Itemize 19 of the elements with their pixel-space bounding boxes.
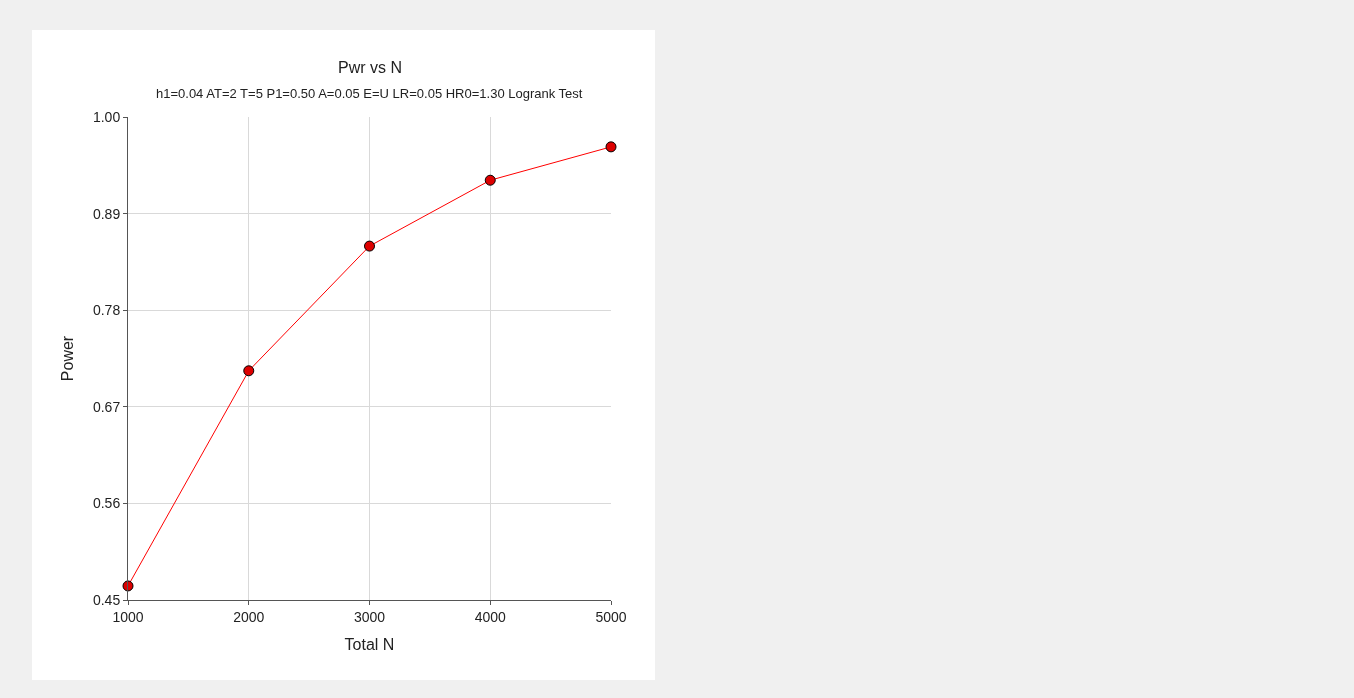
y-tick-label: 1.00 (92, 108, 121, 125)
point (484, 174, 496, 186)
point (364, 240, 375, 252)
x-tick-label: 3000 (353, 608, 386, 625)
y-axis-title: Power (58, 335, 76, 382)
x-axis-title: Total N (344, 636, 395, 654)
y-tick-label: 0.56 (92, 495, 121, 512)
y-tick-label: 0.67 (92, 398, 121, 415)
chart-title: Pwr vs N (338, 59, 402, 76)
x-tick-label: 5000 (595, 608, 627, 625)
point (243, 365, 255, 377)
x-tick-label: 4000 (474, 608, 507, 625)
y-tick-label: 0.45 (92, 591, 121, 608)
y-tick-label: 0.89 (92, 205, 121, 222)
point (605, 141, 617, 153)
x-tick-label: 1000 (112, 608, 144, 625)
x-tick-label: 2000 (233, 608, 265, 625)
chart-subtitle: h1=0.04 AT=2 T=5 P1=0.50 A=0.05 E=U LR=0.05 HR0=1.30 Logrank Test (156, 86, 583, 101)
y-tick-label: 0.78 (92, 302, 121, 319)
